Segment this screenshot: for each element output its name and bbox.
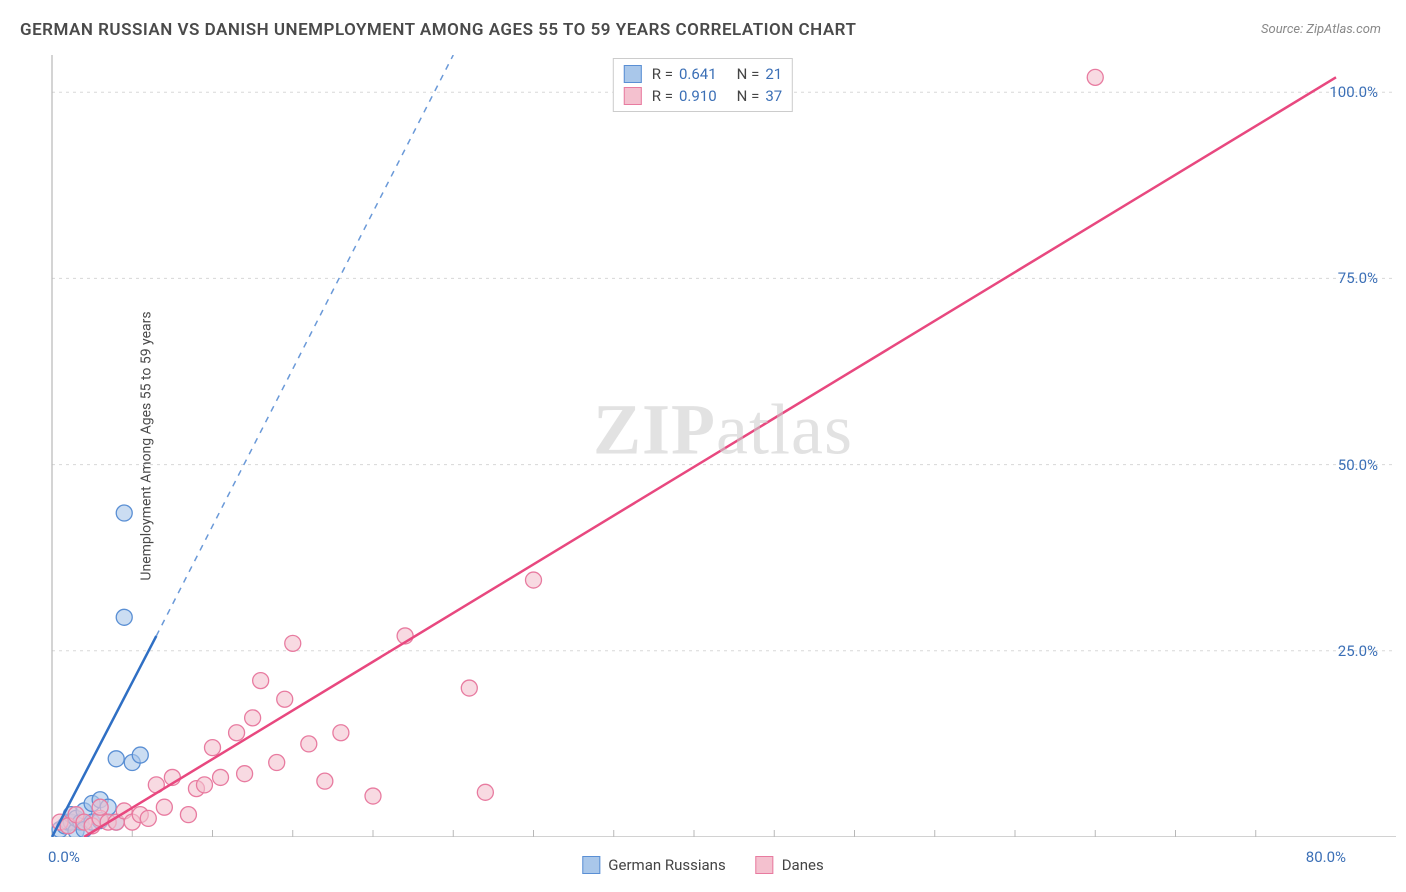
n-label: N = (737, 87, 760, 105)
r-label: R = (652, 65, 673, 83)
n-value-1: 37 (765, 87, 782, 105)
legend-swatch-1 (756, 856, 774, 874)
r-label: R = (652, 87, 673, 105)
n-label: N = (737, 65, 760, 83)
source-attribution: Source: ZipAtlas.com (1261, 22, 1381, 37)
r-value-1: 0.910 (679, 87, 717, 105)
legend-label-1: Danes (782, 856, 824, 874)
corr-row-series-1: R = 0.910 N = 37 (624, 85, 782, 107)
corr-row-series-0: R = 0.641 N = 21 (624, 63, 782, 85)
y-tick-label: 50.0% (1338, 456, 1378, 474)
y-tick-label: 75.0% (1338, 269, 1378, 287)
correlation-legend: R = 0.641 N = 21 R = 0.910 N = 37 (613, 58, 793, 112)
y-tick-label: 100.0% (1329, 83, 1378, 101)
x-axis-max-label: 80.0% (1306, 848, 1346, 866)
chart-title: GERMAN RUSSIAN VS DANISH UNEMPLOYMENT AM… (20, 20, 856, 40)
swatch-series-0 (624, 65, 642, 83)
chart-svg (50, 55, 1396, 837)
swatch-series-1 (624, 87, 642, 105)
legend-item-0: German Russians (582, 856, 725, 874)
legend-label-0: German Russians (608, 856, 725, 874)
legend-swatch-0 (582, 856, 600, 874)
y-tick-label: 25.0% (1338, 642, 1378, 660)
r-value-0: 0.641 (679, 65, 717, 83)
n-value-0: 21 (765, 65, 782, 83)
legend-item-1: Danes (756, 856, 824, 874)
chart-plot-area: ZIPatlas 25.0%50.0%75.0%100.0% (50, 55, 1396, 837)
x-axis-origin-label: 0.0% (48, 848, 80, 866)
series-legend: German Russians Danes (582, 856, 823, 874)
